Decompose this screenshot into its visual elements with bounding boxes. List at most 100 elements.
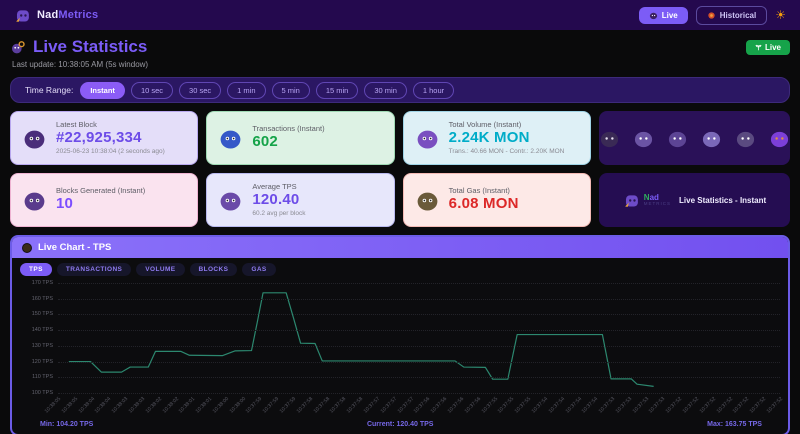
time-range-label: Time Range: [25, 85, 74, 95]
y-axis-label-160: 160 TPS [31, 295, 53, 302]
gridline-130 [58, 345, 780, 347]
nad-logo-icon [624, 194, 638, 207]
chart-max-value: Max: 163.75 TPS [707, 421, 762, 428]
card-transactions: Transactions (Instant) 602 [206, 111, 395, 165]
chart-tab-tps[interactable]: TPS [20, 263, 52, 276]
chart-footer: Min: 104.20 TPS Current: 120.40 TPS Max:… [12, 420, 788, 434]
branding-caption: Live Statistics - Instant [679, 195, 767, 205]
card-label: Latest Block [56, 119, 97, 129]
time-range-5-min[interactable]: 5 min [271, 81, 310, 99]
live-status-badge: Live [745, 39, 790, 55]
brand-suffix: Metrics [58, 9, 99, 21]
page-title: Live Statistics [33, 37, 148, 56]
live-chart-panel: Live Chart - TPS TPS TRANSACTIONS VOLUME BL… [10, 235, 790, 434]
mini-brand-name: Nad [643, 192, 659, 202]
card-label: Transactions (Instant) [252, 123, 325, 133]
branding-panel: Nad METRICS Live Statistics - Instant [598, 173, 790, 227]
card-average-tps: Average TPS 120.40 60.2 avg per block [206, 173, 395, 227]
time-range-30-min[interactable]: 30 min [364, 81, 407, 99]
top-bar: NadMetrics Live Historical ☀ [0, 0, 800, 30]
time-range-10-sec[interactable]: 10 sec [130, 81, 174, 99]
sun-theme-icon[interactable]: ☀ [775, 8, 786, 22]
mini-brand: Nad METRICS [623, 192, 671, 209]
live-badge-label: Live [764, 42, 781, 52]
chart-tab-volume[interactable]: VOLUME [136, 263, 185, 276]
card-total-volume: Total Volume (Instant) 2.24K MON Trans.:… [402, 111, 591, 165]
chart-x-axis-labels: 10:38:05 10:38:05 10:38:04 10:38:04 10:38:03… [44, 395, 785, 420]
nad-logo-icon [16, 9, 29, 22]
title-row: Live Statistics Live [10, 37, 790, 57]
card-subtext: Trans.: 40.66 MON - Contr.: 2.20K MON [448, 148, 565, 155]
time-range-1-min[interactable]: 1 min [227, 81, 266, 99]
time-range-15-min[interactable]: 15 min [315, 81, 359, 99]
time-range-pills: Instant 10 sec 30 sec 1 min 5 min 15 min 30 mi… [80, 81, 455, 99]
fluffy-creature-icon [634, 131, 653, 147]
stats-grid: Latest Block #22,925,334 2025-06-23 10:3… [10, 111, 790, 227]
card-subtext: 60.2 avg per block [252, 210, 306, 217]
transactions-mascot-icon [218, 126, 243, 151]
shadow-creature-icon [736, 131, 755, 147]
y-axis-label-130: 130 TPS [31, 342, 53, 349]
card-latest-block: Latest Block #22,925,334 2025-06-23 10:3… [10, 111, 199, 165]
time-range-instant[interactable]: Instant [80, 81, 125, 99]
flying-creature-icon [702, 131, 721, 147]
topbar-actions: Live Historical ☀ [638, 5, 786, 25]
card-label: Average TPS [252, 181, 297, 191]
tps-line-chart [58, 283, 780, 393]
time-range-30-sec[interactable]: 30 sec [179, 81, 222, 99]
gridline-140 [58, 330, 780, 332]
card-blocks-generated: Blocks Generated (Instant) 10 [10, 173, 199, 227]
y-axis-label-150: 150 TPS [31, 311, 53, 318]
card-value: #22,925,334 [56, 129, 142, 147]
historical-mode-label: Historical [719, 10, 757, 20]
chart-current-value: Current: 120.40 TPS [366, 421, 434, 428]
time-range-1-hour[interactable]: 1 hour [412, 81, 455, 99]
gridline-100 [58, 393, 780, 394]
gridline-160 [58, 298, 780, 300]
gridline-170 [58, 283, 780, 284]
spider-icon [22, 188, 47, 213]
live-mode-button[interactable]: Live [638, 6, 688, 24]
gridline-120 [58, 361, 780, 363]
chart-tab-blocks[interactable]: BLOCKS [189, 263, 238, 276]
card-label: Total Gas (Instant) [448, 185, 510, 195]
historical-mode-button[interactable]: Historical [695, 5, 768, 25]
y-axis-label-100: 100 TPS [31, 390, 53, 396]
mascot-panel [598, 111, 790, 165]
tps-mascot-icon [218, 188, 243, 213]
y-axis-label-140: 140 TPS [31, 327, 53, 334]
chart-header: Live Chart - TPS [12, 237, 788, 258]
chart-min-value: Min: 104.20 TPS [40, 421, 94, 428]
card-value: 602 [252, 133, 278, 151]
chart-tab-gas[interactable]: GAS [242, 263, 276, 276]
mini-brand-text: Nad METRICS [643, 192, 672, 207]
whale-creature-icon [770, 131, 789, 147]
sprout-icon [755, 44, 762, 50]
y-axis-label-120: 120 TPS [31, 358, 53, 365]
chart-tabs: TPS TRANSACTIONS VOLUME BLOCKS GAS [12, 258, 788, 279]
brand-prefix: Nad [37, 9, 59, 21]
chart-icon [22, 242, 32, 253]
card-value: 120.40 [252, 191, 300, 209]
bat-creature-icon [668, 131, 687, 147]
last-update-text: Last update: 10:38:05 AM (5s window) [12, 60, 149, 69]
card-value: 10 [56, 195, 74, 213]
chart-tab-transactions[interactable]: TRANSACTIONS [56, 263, 132, 276]
card-label: Blocks Generated (Instant) [56, 185, 146, 195]
mini-brand-faint: METRICS [643, 200, 672, 206]
gridline-110 [58, 377, 780, 379]
y-axis-label-170: 170 TPS [31, 280, 53, 286]
y-axis-label-110: 110 TPS [32, 374, 53, 381]
card-subtext: 2025-06-23 10:38:04 (2 seconds ago) [56, 148, 165, 155]
card-value: 2.24K MON [448, 129, 530, 147]
card-total-gas: Total Gas (Instant) 6.08 MON [402, 173, 591, 227]
gas-mascot-icon [415, 188, 440, 213]
historical-icon [708, 11, 715, 19]
card-value: 6.08 MON [448, 195, 519, 213]
volume-mascot-icon [415, 126, 440, 151]
brand-name: NadMetrics [37, 9, 98, 21]
time-range-bar: Time Range: Instant 10 sec 30 sec 1 min 5 mi… [10, 77, 790, 103]
mascot-icon [649, 12, 657, 19]
card-label: Total Volume (Instant) [448, 119, 522, 129]
title-left: Live Statistics [10, 37, 147, 57]
